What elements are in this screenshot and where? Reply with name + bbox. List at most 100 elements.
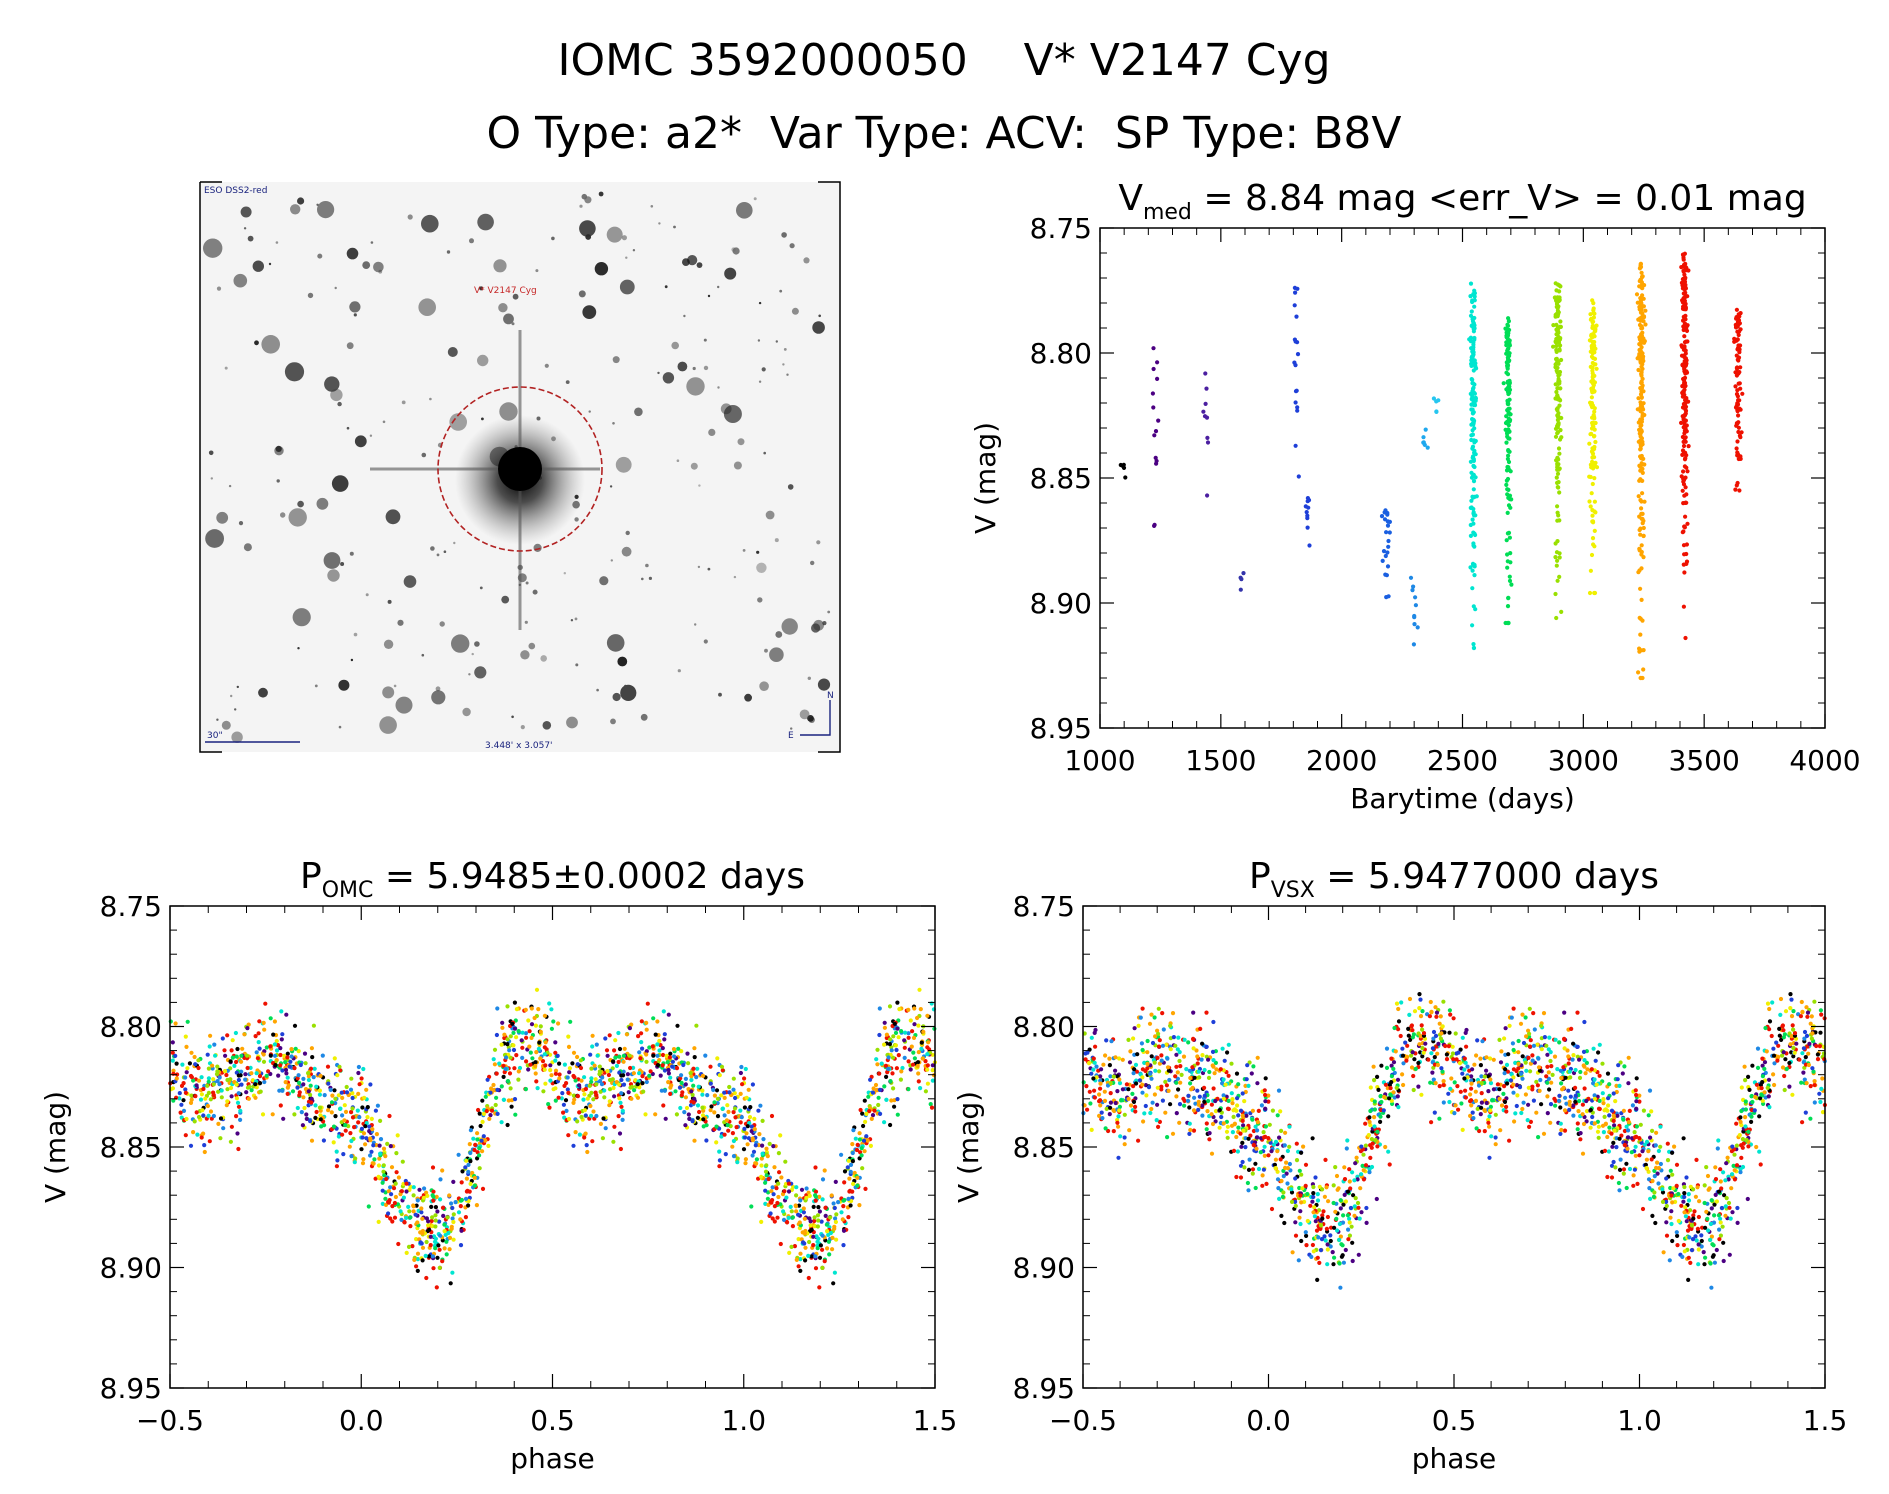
- data-point: [352, 1160, 357, 1165]
- data-point: [660, 1063, 665, 1068]
- data-point: [181, 1081, 186, 1086]
- data-point: [308, 1066, 314, 1071]
- data-point: [929, 1105, 935, 1110]
- data-point: [1472, 288, 1477, 293]
- finder-star: [807, 676, 811, 680]
- data-point: [756, 1143, 761, 1148]
- data-point: [1142, 1060, 1147, 1065]
- data-point: [686, 1061, 691, 1066]
- data-point: [1205, 493, 1210, 498]
- data-point: [868, 1143, 874, 1148]
- data-point: [507, 1071, 513, 1076]
- data-point: [902, 1055, 907, 1060]
- data-point: [381, 1163, 386, 1168]
- data-point: [720, 1106, 726, 1111]
- data-point: [491, 1057, 496, 1062]
- data-point: [763, 1188, 768, 1193]
- finder-survey-label: ESO DSS2-red: [204, 186, 267, 196]
- data-point: [884, 1032, 890, 1037]
- data-point: [188, 1100, 194, 1105]
- finder-star: [759, 681, 769, 691]
- data-point: [675, 1023, 680, 1028]
- data-point: [1386, 538, 1391, 544]
- data-point: [1235, 1103, 1240, 1108]
- data-point: [431, 1266, 436, 1271]
- data-point: [1131, 1084, 1136, 1089]
- data-point: [433, 1246, 438, 1251]
- finder-star: [765, 510, 775, 520]
- data-point: [549, 1007, 554, 1012]
- data-point: [292, 1023, 298, 1028]
- finder-star: [610, 718, 616, 725]
- data-point: [480, 1119, 485, 1124]
- data-point: [584, 1083, 589, 1088]
- data-point: [284, 1071, 289, 1076]
- data-point: [1501, 381, 1506, 386]
- data-point: [607, 1077, 613, 1083]
- data-point: [311, 1075, 316, 1080]
- data-point: [1734, 446, 1739, 451]
- data-point: [860, 1166, 865, 1171]
- data-point: [1646, 1149, 1651, 1154]
- data-point: [1278, 1109, 1283, 1114]
- data-point: [1594, 323, 1599, 328]
- data-point: [1347, 1233, 1352, 1238]
- data-point: [1555, 393, 1560, 398]
- data-point: [386, 1199, 391, 1205]
- data-point: [1590, 375, 1595, 380]
- data-point: [332, 1056, 337, 1061]
- data-point: [739, 1064, 744, 1070]
- finder-star: [786, 373, 789, 376]
- data-point: [923, 1089, 929, 1094]
- data-point: [1683, 514, 1688, 519]
- data-point: [1740, 1137, 1745, 1142]
- data-point: [857, 1137, 863, 1142]
- finder-star: [551, 236, 555, 241]
- data-point: [1803, 1110, 1808, 1115]
- data-point: [911, 1035, 917, 1040]
- data-point: [672, 1054, 677, 1059]
- data-point: [709, 1104, 714, 1109]
- data-point: [1638, 263, 1643, 268]
- data-point: [520, 1055, 525, 1060]
- data-point: [1585, 1067, 1590, 1072]
- data-point: [297, 1080, 302, 1085]
- data-point: [655, 1053, 660, 1058]
- data-point: [560, 1091, 565, 1096]
- data-point: [1217, 1125, 1222, 1130]
- finder-star: [511, 322, 515, 326]
- data-point: [406, 1244, 412, 1249]
- data-point: [804, 1186, 809, 1191]
- data-point: [1469, 505, 1474, 510]
- data-point: [1682, 306, 1687, 311]
- data-point: [925, 1067, 930, 1072]
- data-point: [1115, 1089, 1120, 1094]
- data-point: [1412, 622, 1417, 627]
- data-point: [564, 1081, 569, 1086]
- data-point: [712, 1110, 717, 1115]
- data-point: [1470, 623, 1475, 628]
- data-point: [662, 1037, 667, 1042]
- data-point: [687, 1116, 692, 1121]
- data-point: [875, 1047, 880, 1052]
- data-point: [1225, 1050, 1230, 1055]
- finder-star: [756, 550, 760, 554]
- data-point: [831, 1201, 836, 1206]
- data-point: [666, 1080, 671, 1085]
- data-point: [1471, 642, 1476, 647]
- data-point: [619, 1091, 624, 1096]
- data-point: [1289, 1190, 1295, 1195]
- data-point: [1196, 1069, 1201, 1074]
- data-point: [542, 1013, 548, 1018]
- data-point: [335, 1158, 340, 1163]
- data-point: [1155, 376, 1160, 381]
- data-point: [211, 1093, 216, 1098]
- data-point: [360, 1161, 366, 1166]
- data-point: [1639, 380, 1644, 386]
- data-point: [744, 1095, 749, 1100]
- data-point: [300, 1123, 305, 1128]
- data-point: [566, 1044, 572, 1049]
- data-point: [567, 1070, 572, 1075]
- data-point: [483, 1094, 488, 1099]
- data-point: [1681, 425, 1686, 430]
